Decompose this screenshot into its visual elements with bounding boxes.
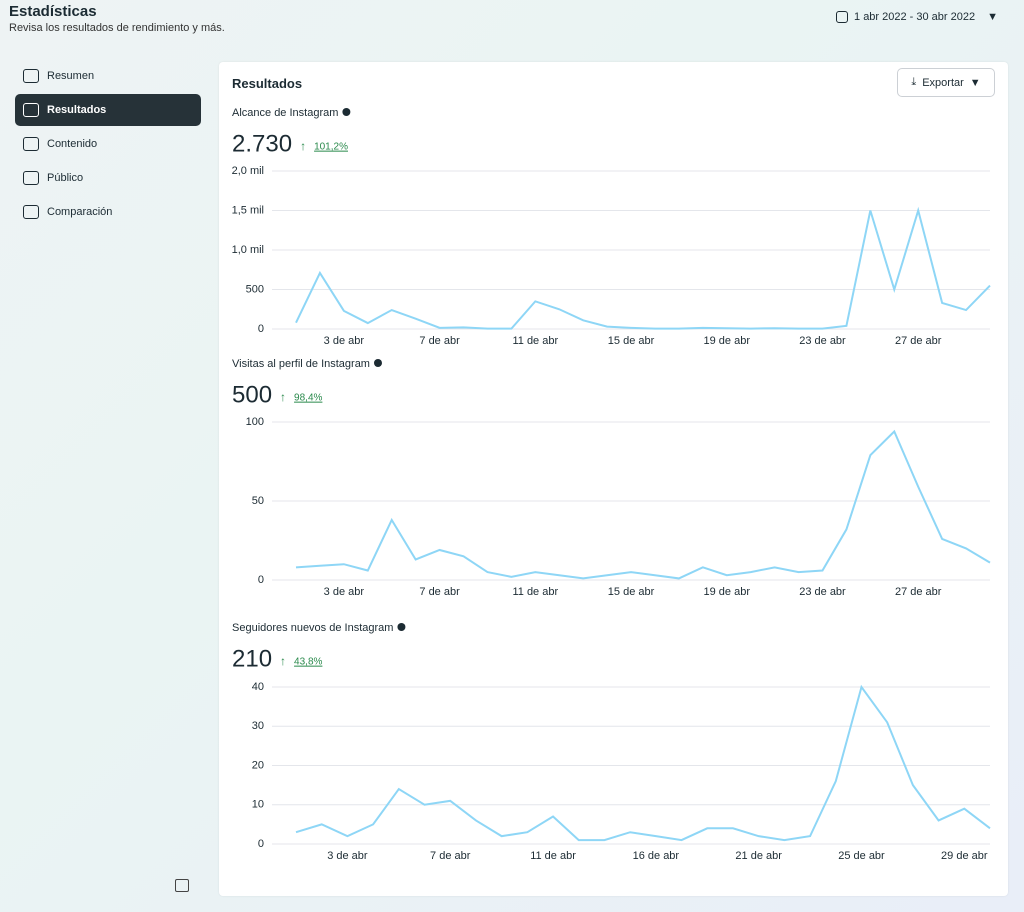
- nav-label: Resumen: [47, 70, 95, 82]
- x-tick-label: 16 de abr: [633, 850, 680, 862]
- y-tick-label: 500: [246, 283, 264, 295]
- chart-title: Seguidores nuevos de Instagram: [232, 622, 393, 634]
- info-icon: [397, 623, 406, 631]
- y-tick-label: 0: [258, 574, 264, 586]
- x-tick-label: 27 de abr: [895, 335, 942, 347]
- y-tick-label: 100: [246, 416, 264, 428]
- y-tick-label: 1,0 mil: [232, 244, 264, 256]
- change-arrow: ↑: [280, 390, 286, 404]
- page-title: Estadísticas: [9, 3, 97, 20]
- y-tick-label: 10: [252, 799, 264, 811]
- collapse-button[interactable]: [175, 879, 189, 892]
- nav-item[interactable]: Resumen: [15, 60, 201, 92]
- card-title: Resultados: [232, 76, 303, 91]
- x-tick-label: 3 de abr: [324, 586, 365, 598]
- chart-title: Visitas al perfil de Instagram: [232, 358, 370, 370]
- y-tick-label: 1,5 mil: [232, 204, 264, 216]
- x-tick-label: 3 de abr: [327, 850, 368, 862]
- x-tick-label: 27 de abr: [895, 586, 942, 598]
- info-icon: [342, 108, 351, 116]
- info-icon: [373, 359, 382, 367]
- x-tick-label: 7 de abr: [419, 335, 460, 347]
- chart-total: 210: [232, 645, 272, 672]
- x-tick-label: 15 de abr: [608, 335, 655, 347]
- y-tick-label: 50: [252, 495, 264, 507]
- x-tick-label: 23 de abr: [799, 586, 846, 598]
- calendar-icon: [836, 11, 849, 23]
- dropdown-arrow: ▼: [987, 11, 998, 23]
- nav-item[interactable]: Resultados: [15, 94, 201, 126]
- nav-icon: [23, 69, 39, 83]
- chart-total: 2.730: [232, 130, 292, 157]
- x-tick-label: 11 de abr: [512, 586, 558, 598]
- change-arrow: ↑: [280, 654, 286, 668]
- x-tick-label: 23 de abr: [799, 335, 846, 347]
- download-icon: ⤓: [911, 76, 917, 88]
- data-line: [295, 429, 991, 580]
- export-label: Exportar: [922, 76, 964, 89]
- chart-total: 500: [232, 381, 272, 408]
- y-tick-label: 0: [258, 323, 264, 335]
- nav-icon: [23, 171, 39, 185]
- data-line: [295, 206, 991, 330]
- y-tick-label: 30: [252, 720, 264, 732]
- y-tick-label: 2,0 mil: [232, 165, 264, 177]
- x-tick-label: 25 de abr: [838, 850, 885, 862]
- data-line: [295, 684, 991, 842]
- nav-label: Público: [47, 172, 84, 184]
- x-tick-label: 21 de abr: [735, 850, 782, 862]
- change-arrow: ↑: [300, 139, 306, 153]
- nav-icon: [23, 103, 39, 117]
- y-tick-label: 20: [252, 759, 264, 771]
- nav-label: Contenido: [47, 138, 98, 150]
- nav-icon: [23, 205, 39, 219]
- x-tick-label: 29 de abr: [941, 850, 988, 862]
- x-tick-label: 11 de abr: [530, 850, 576, 862]
- nav-label: Comparación: [47, 206, 113, 218]
- x-tick-label: 15 de abr: [608, 586, 655, 598]
- nav-label: Resultados: [47, 104, 107, 116]
- chart-change: 101,2%: [314, 142, 348, 153]
- nav-item[interactable]: Comparación: [15, 196, 201, 228]
- date-range: 1 abr 2022 - 30 abr 2022: [854, 11, 976, 23]
- y-tick-label: 40: [252, 681, 264, 693]
- y-tick-label: 0: [258, 838, 264, 850]
- export-button[interactable]: ⤓ Exportar ▼: [897, 68, 995, 97]
- sidebar: Resumen Resultados Contenido Público Compara…: [15, 60, 201, 230]
- card: [219, 62, 1008, 896]
- nav-item[interactable]: Contenido: [15, 128, 201, 160]
- x-tick-label: 7 de abr: [419, 586, 460, 598]
- date-picker[interactable]: 1 abr 2022 - 30 abr 2022 ▼: [836, 11, 998, 23]
- nav-item[interactable]: Público: [15, 162, 201, 194]
- x-tick-label: 19 de abr: [704, 586, 751, 598]
- x-tick-label: 3 de abr: [324, 335, 365, 347]
- x-tick-label: 19 de abr: [704, 335, 751, 347]
- x-tick-label: 11 de abr: [512, 335, 558, 347]
- dropdown-arrow: ▼: [969, 76, 981, 89]
- chart-change: 98,4%: [294, 393, 322, 404]
- page-subtitle: Revisa los resultados de rendimiento y m…: [9, 22, 225, 34]
- x-tick-label: 7 de abr: [430, 850, 471, 862]
- nav-icon: [23, 137, 39, 151]
- chart-title: Alcance de Instagram: [232, 107, 338, 119]
- chart-change: 43,8%: [294, 657, 322, 668]
